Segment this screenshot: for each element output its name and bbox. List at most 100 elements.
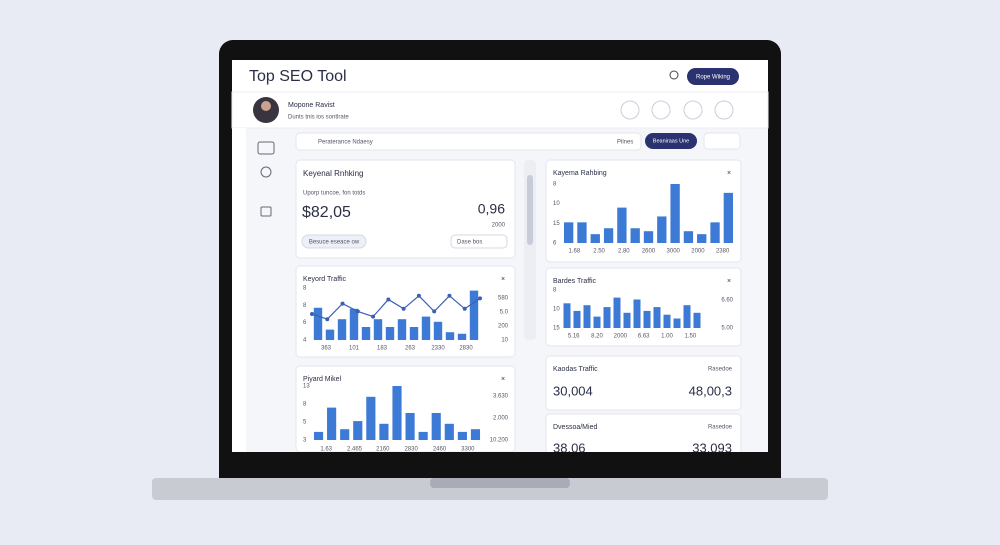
trend-point [416,293,421,298]
bar [643,310,651,328]
bar [409,327,419,340]
dropdown[interactable] [450,234,508,249]
header-button-label: Rope Wiking [696,75,730,81]
card-title: Keyenal Rnhking [303,169,363,178]
scroll-thumb[interactable] [527,175,533,245]
chart-title: Piyard Mikel [303,376,342,383]
bar [697,234,707,243]
y-label: 5 [303,420,307,426]
trend-point [462,306,467,311]
y2-label: 5.0 [500,310,509,316]
y-label: 6 [553,241,557,247]
close-icon: × [501,276,505,283]
action-icon[interactable] [651,100,671,120]
bar [337,319,347,340]
y2-label: 2.000 [493,416,509,422]
x-label: 2160 [376,447,390,453]
stat-value2: 33,093 [692,440,732,455]
stat-note: Rasedoe [708,367,733,373]
bar [563,222,574,243]
bar [470,429,481,440]
bar [457,333,467,340]
bar [361,327,371,340]
bar [457,431,467,440]
bar [379,423,389,440]
x-label: 2.80 [618,249,630,255]
close-icon: × [501,376,505,383]
x-label: 8.20 [591,334,603,340]
y-label: 15 [553,221,560,227]
toolbar-menu[interactable] [703,132,741,150]
bar [433,321,443,340]
y-label: 13 [303,384,310,390]
bar [366,396,376,440]
y2-label: 10.200 [490,438,509,444]
card-button-label: Besuce eseace ow [309,240,360,246]
stat-value2: 48,00,3 [689,383,732,398]
action-icon[interactable] [714,100,734,120]
x-label: 2380 [716,249,730,255]
action-icon[interactable] [683,100,703,120]
y2-label: 200 [498,324,509,330]
x-label: 1.63 [320,447,332,453]
bar [385,327,395,340]
card-button[interactable] [301,234,367,249]
trend-point [432,309,437,314]
bar [683,305,691,328]
profile-actions [620,100,734,120]
x-label: 2000 [614,334,628,340]
toolbar-button-label: Beaniraas Une [653,138,689,144]
bar [723,192,734,243]
filter-label: Pilnes [617,140,633,146]
y-label: 8 [553,288,557,294]
search-box[interactable] [295,132,642,151]
y-label: 4 [303,338,307,344]
bar [563,303,571,328]
bar [593,316,601,328]
trend-point [340,301,345,306]
bar [353,421,363,440]
trend-point [401,306,406,311]
x-label: 183 [377,346,388,352]
chart-title: Bardes Traffic [553,278,597,285]
bar [431,413,441,440]
bar [397,319,407,340]
stat-title: Kaodas Traffic [553,366,598,373]
stat-title: Dvessoa/Mied [553,424,597,431]
bar [603,228,614,243]
bar [418,431,428,440]
bar [325,329,335,340]
bar [683,231,694,243]
stat-value: 38,06 [553,440,586,455]
profile-name: Mopone Ravist [288,102,335,109]
sidebar [232,128,246,452]
nav-calendar[interactable] [260,206,272,217]
x-label: 5.16 [568,334,580,340]
bezel-bottom [219,452,781,478]
y-label: 8 [553,182,557,188]
y-label: 8 [303,402,307,408]
bar [421,316,431,340]
laptop-base [152,478,828,500]
bar [313,431,324,440]
y-label: 8 [303,286,307,292]
app-title: Top SEO Tool [249,68,347,85]
header-button[interactable] [687,68,739,85]
bar [444,423,454,440]
x-label: 2830 [459,346,473,352]
nav-search[interactable] [260,166,272,178]
x-label: 2600 [642,249,656,255]
search-icon[interactable] [669,70,679,80]
profile-subtitle: Dunts tnis ios sontlrate [288,115,349,121]
stat-value: 30,004 [553,383,593,398]
y-label: 10 [553,307,560,313]
trend-point [325,317,330,322]
nav-home[interactable] [257,141,275,155]
action-icon[interactable] [620,100,640,120]
toolbar-button[interactable] [645,133,697,149]
trend-line [311,294,481,320]
x-label: 3000 [667,249,681,255]
x-label: 363 [321,346,332,352]
bar [670,184,680,243]
